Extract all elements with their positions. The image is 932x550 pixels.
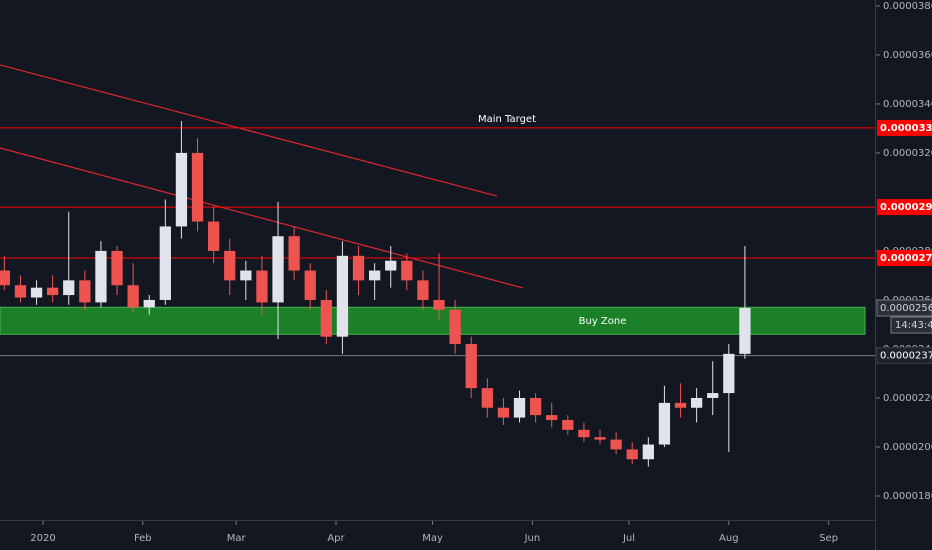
zone-label: Buy Zone [579, 316, 627, 327]
candle-body [417, 280, 429, 300]
candle-body [433, 299, 445, 310]
candle-body [529, 397, 542, 416]
x-tick-label: May [422, 533, 443, 544]
y-tick-label: 0.00002000 [883, 442, 932, 453]
countdown-box [890, 316, 932, 334]
candle-body [191, 152, 204, 222]
y-tick-label: 0.00003400 [883, 99, 932, 110]
x-tick-label: Jun [524, 533, 541, 544]
trend-line [0, 64, 498, 197]
candle-body [224, 250, 236, 281]
y-tick-label: 0.00002200 [883, 393, 932, 404]
candle-body [642, 444, 654, 460]
x-tick-label: 2020 [30, 533, 55, 544]
candle-body [63, 280, 75, 296]
candle-body [304, 270, 316, 300]
candle-body [159, 226, 171, 300]
candle-body [95, 250, 107, 303]
candle-body [401, 260, 413, 281]
y-tick-label: 0.00001800 [883, 491, 932, 502]
candle-body [578, 429, 590, 438]
trend-line [0, 147, 523, 289]
candle-body [562, 420, 574, 430]
x-tick-label: Aug [719, 533, 739, 544]
x-tick-label: Feb [134, 533, 152, 544]
price-label: 0.00002771 [880, 253, 932, 264]
x-tick-label: Sep [819, 533, 838, 544]
buy-zone [0, 306, 866, 335]
candle-body [449, 309, 461, 345]
candle-body [707, 393, 719, 398]
candle-body [111, 250, 123, 286]
candle-body [723, 353, 735, 394]
candle-body [352, 255, 365, 281]
candle-body [739, 308, 751, 354]
candle-body [0, 270, 10, 286]
price-label: 0.00003302 [880, 123, 932, 134]
candle-body [336, 255, 349, 337]
candle-body [674, 402, 687, 408]
candle-body [658, 402, 671, 445]
candle-body [272, 236, 284, 303]
candle-body [690, 397, 703, 408]
candle-body [368, 270, 381, 281]
y-tick-label: 0.00003200 [883, 148, 932, 159]
last-price-box [876, 299, 932, 317]
candle-body [240, 270, 252, 281]
countdown: 14:43:42 [895, 320, 932, 331]
candle-body [208, 221, 220, 251]
price-label: 0.00002373 [880, 351, 932, 362]
candle-body [47, 287, 59, 296]
candle-body [465, 344, 477, 389]
x-tick-label: Mar [227, 533, 247, 544]
last-price: 0.00002567 [880, 303, 932, 314]
candle-body [610, 439, 622, 450]
candle-body [143, 299, 155, 308]
candle-body [481, 388, 493, 408]
candle-body [127, 285, 139, 308]
candle-body [175, 152, 188, 227]
price-label-box [877, 250, 932, 267]
candle-body [546, 415, 558, 421]
price-label-box [877, 199, 932, 216]
x-tick-label: Jul [622, 533, 635, 544]
y-tick-label: 0.00003800 [883, 1, 932, 12]
candle-body [513, 397, 526, 418]
candle-body [385, 260, 397, 271]
candle-body [594, 437, 606, 440]
candle-body [320, 299, 332, 337]
candle-body [256, 270, 268, 303]
price-label: 0.00002979 [880, 202, 932, 213]
y-tick-label: 0.00003600 [883, 50, 932, 61]
price-label-box [876, 347, 932, 365]
x-tick-label: Apr [327, 533, 345, 544]
candle-body [14, 285, 27, 298]
candle-body [497, 407, 510, 418]
candle-body [30, 287, 43, 298]
candle-body [79, 280, 91, 303]
candle-body [288, 236, 300, 271]
price-label-box [877, 119, 932, 136]
candle-body [626, 449, 638, 460]
line-note: Main Target [478, 114, 536, 125]
